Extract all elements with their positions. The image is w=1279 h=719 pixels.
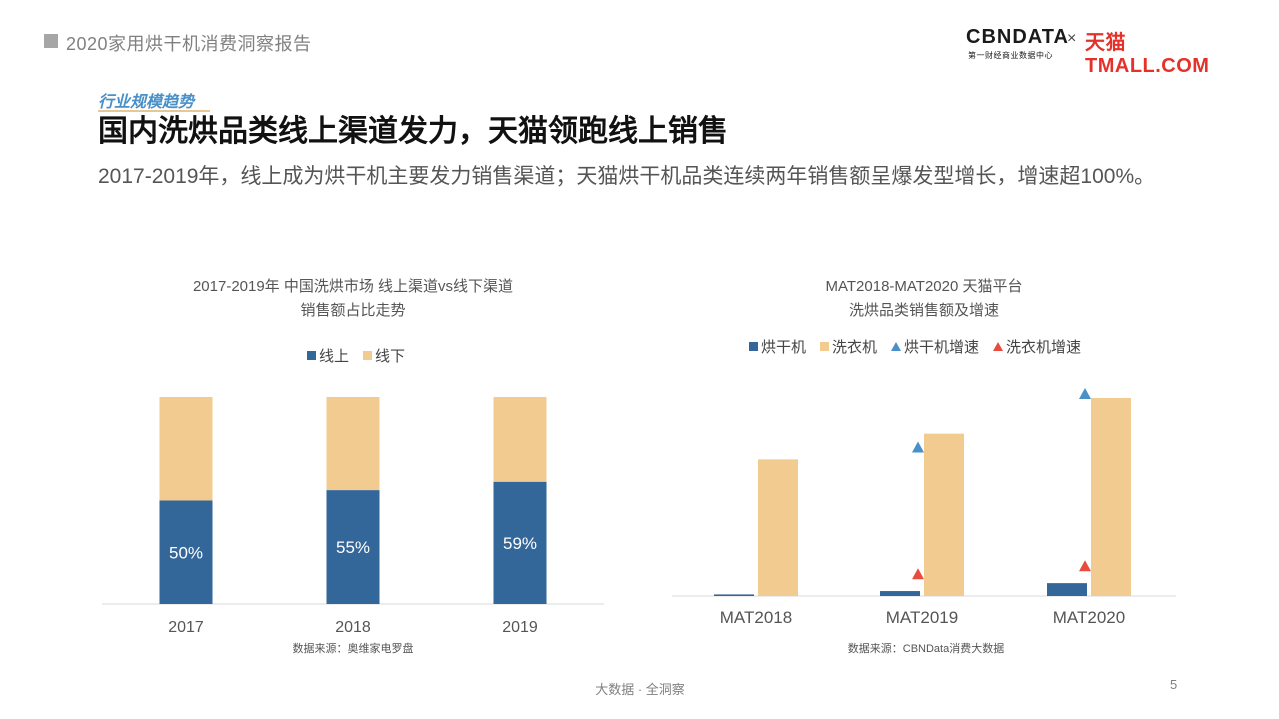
legend-online: 线上: [307, 345, 349, 366]
left-chart-title-line2: 销售额占比走势: [300, 302, 406, 319]
right-chart-title-line2: 洗烘品类销售额及增速: [848, 302, 999, 319]
x-tick-label-2019: 2019: [502, 619, 538, 636]
left-chart-title-line1: 2017-2019年 中国洗烘市场 线上渠道vs线下渠道: [192, 278, 514, 295]
logo-times-sign: ×: [1067, 30, 1077, 47]
cbndata-logo-text: CBNDATA: [966, 26, 1069, 48]
data-label-online-2018: 55%: [336, 538, 370, 557]
right-chart-legend: 烘干机 洗衣机 烘干机增速 洗衣机增速: [749, 336, 1081, 357]
data-label-online-2019: 59%: [503, 534, 537, 553]
legend-dryer-growth: 烘干机增速: [891, 336, 979, 357]
bar-dryer-MAT2018: [714, 594, 754, 596]
legend-dryer-label: 烘干机: [761, 339, 807, 356]
legend-dryer-growth-label: 烘干机增速: [904, 339, 980, 356]
x-tick-label-MAT2018: MAT2018: [720, 608, 792, 627]
bar-offline-2017: [159, 397, 213, 501]
section-tag: 行业规模趋势: [98, 94, 195, 111]
left-chart-source: 数据来源：奥维家电罗盘: [292, 643, 414, 655]
left-chart-legend: 线上 线下: [307, 345, 405, 366]
bar-dryer-MAT2019: [880, 591, 920, 596]
x-tick-label-2018: 2018: [335, 619, 371, 636]
legend-dryer-swatch: [749, 342, 758, 351]
data-label-online-2017: 50%: [169, 543, 203, 562]
marker-dryer-growth-MAT2019: [912, 441, 924, 453]
marker-dryer-growth-MAT2020: [1079, 388, 1091, 400]
right-chart-title: MAT2018-MAT2020 天猫平台 洗烘品类销售额及增速: [674, 275, 1174, 323]
legend-washer-growth-triangle-icon: [993, 342, 1004, 351]
right-chart-title-line1: MAT2018-MAT2020 天猫平台: [825, 278, 1023, 295]
bar-online-2017: [159, 500, 213, 604]
cbndata-logo-subtitle: 第一财经商业数据中心: [968, 51, 1053, 60]
bar-washer-MAT2018: [758, 459, 798, 596]
right-chart-source: 数据来源：CBNData消费大数据: [847, 643, 1005, 655]
legend-offline-label: 线下: [375, 348, 406, 365]
marker-washer-growth-MAT2019: [912, 568, 924, 580]
footer-slogan: 大数据 · 全洞察: [595, 682, 685, 697]
bar-online-2018: [326, 490, 380, 604]
legend-washer: 洗衣机: [820, 336, 877, 357]
marker-washer-growth-MAT2020: [1079, 560, 1091, 572]
legend-washer-growth-label: 洗衣机增速: [1006, 339, 1082, 356]
legend-online-label: 线上: [319, 348, 350, 365]
left-stacked-bar-chart: 50% 2017 55% 2018 59% 2019: [102, 397, 604, 636]
report-title-marker: [44, 34, 58, 48]
x-tick-label-2017: 2017: [168, 619, 204, 636]
legend-dryer: 烘干机: [749, 336, 806, 357]
legend-dryer-growth-triangle-icon: [891, 342, 902, 351]
legend-offline-swatch: [363, 351, 373, 360]
left-chart-title: 2017-2019年 中国洗烘市场 线上渠道vs线下渠道 销售额占比走势: [103, 275, 603, 323]
legend-online-swatch: [307, 351, 316, 360]
x-tick-label-MAT2020: MAT2020: [1053, 608, 1125, 627]
tmall-logo-text: 天猫TMALL.COM: [1085, 32, 1210, 77]
bar-washer-MAT2020: [1091, 398, 1131, 596]
section-tag-underline: [98, 110, 210, 112]
page-subheadline: 2017-2019年，线上成为烘干机主要发力销售渠道；天猫烘干机品类连续两年销售…: [98, 165, 1156, 188]
right-bar-chart: MAT2018 MAT2019 MAT2020: [672, 388, 1176, 627]
x-tick-label-MAT2019: MAT2019: [886, 608, 958, 627]
bar-offline-2018: [326, 397, 380, 491]
legend-washer-label: 洗衣机: [832, 339, 878, 356]
bar-online-2019: [493, 481, 547, 604]
legend-washer-swatch: [820, 342, 830, 351]
legend-washer-growth: 洗衣机增速: [993, 336, 1081, 357]
bar-dryer-MAT2020: [1047, 583, 1087, 596]
report-title: 2020家用烘干机消费洞察报告: [66, 34, 312, 54]
brand-logo: CBNDATA 第一财经商业数据中心 × 天猫TMALL.COM: [966, 26, 1246, 77]
legend-offline: 线下: [363, 345, 405, 366]
page-number: 5: [1170, 677, 1178, 692]
page-headline: 国内洗烘品类线上渠道发力，天猫领跑线上销售: [98, 115, 728, 148]
bar-offline-2019: [493, 397, 547, 482]
bar-washer-MAT2019: [924, 433, 964, 596]
